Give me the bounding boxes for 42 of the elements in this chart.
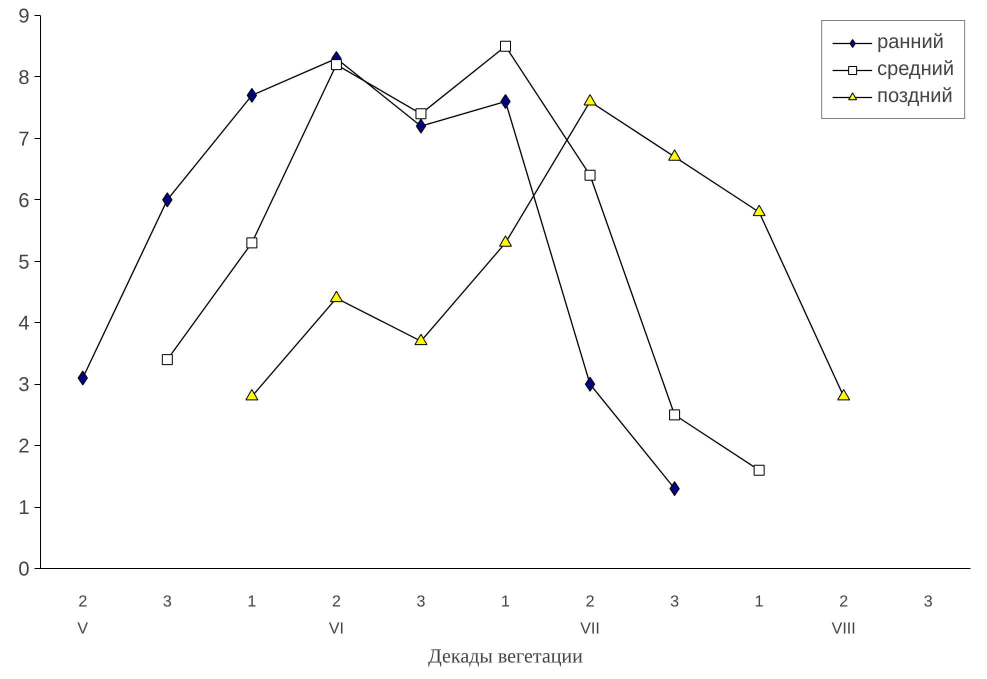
point	[584, 376, 596, 392]
point	[500, 94, 511, 110]
x-tick-label: 3	[924, 594, 933, 610]
x-axis-title: Декады вегетации	[428, 646, 584, 668]
legend-label: средний	[877, 58, 954, 81]
y-tick-label: 5	[18, 251, 30, 274]
y-tick-label: 8	[18, 66, 30, 89]
x-tick-label: 1	[501, 594, 510, 610]
x-tick-label: 2	[586, 594, 595, 610]
x-tick-label: 2	[332, 594, 341, 610]
point	[415, 108, 426, 120]
point	[669, 481, 680, 496]
x-tick-label: 3	[162, 594, 172, 610]
point	[162, 354, 173, 366]
text: VI	[328, 620, 344, 638]
y-tick-label: 9	[18, 6, 30, 28]
point	[416, 118, 426, 134]
x-tick-label: 1	[247, 594, 256, 610]
y-tick-label: 1	[18, 497, 30, 520]
point	[584, 170, 596, 181]
y-tick-label: 2	[18, 436, 30, 458]
point	[246, 88, 258, 103]
y-tick-label: 3	[18, 374, 30, 396]
y-tick-label: 6	[18, 190, 30, 212]
y-tick-label: 7	[18, 128, 30, 150]
x-tick-label: 2	[839, 594, 848, 610]
point	[246, 237, 258, 248]
point	[330, 59, 342, 70]
point	[754, 464, 765, 476]
text: VIII	[832, 620, 856, 638]
legend-label: ранний	[877, 31, 944, 54]
point	[669, 409, 680, 420]
y-tick-label: 4	[18, 312, 30, 335]
text: VII	[580, 620, 600, 638]
x-tick-label: 1	[754, 594, 764, 610]
y-tick-label: 0	[18, 558, 30, 580]
point	[500, 40, 511, 52]
x-tick-label: 2	[78, 594, 88, 610]
x-tick-label: 3	[416, 594, 426, 610]
legend-label: поздний	[877, 85, 953, 108]
text: V	[77, 620, 88, 638]
x-tick-label: 3	[670, 594, 680, 610]
